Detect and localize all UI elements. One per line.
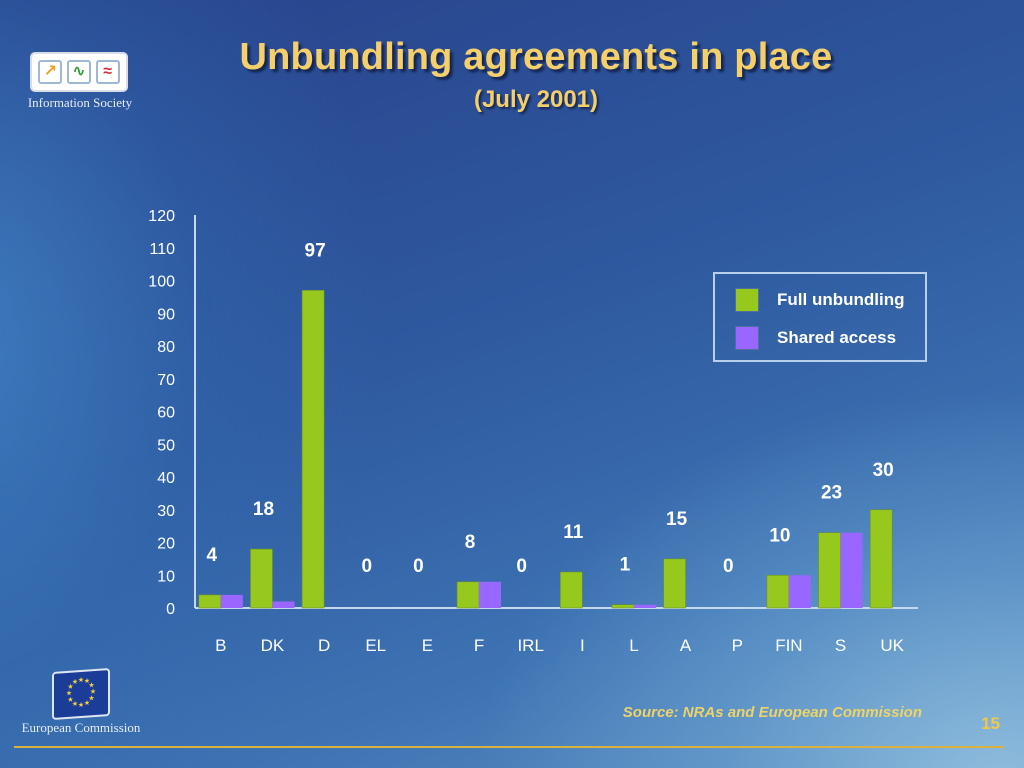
data-label: 18 (253, 499, 274, 520)
legend-swatch-full-unbundling (735, 288, 759, 312)
x-tick-label: I (580, 636, 585, 655)
svg-text:★: ★ (78, 676, 84, 684)
y-tick-label: 100 (148, 274, 175, 291)
bar-shared-access (220, 594, 243, 608)
european-commission-caption: European Commission (21, 720, 141, 735)
data-label: 0 (361, 556, 372, 577)
bar-full-unbundling (869, 509, 893, 609)
svg-text:★: ★ (90, 687, 96, 695)
bar-full-unbundling (301, 290, 325, 609)
bar-full-unbundling (818, 532, 841, 609)
information-society-logo-box: ↗ ∿ ≈ (30, 52, 128, 92)
bar-shared-access (479, 581, 502, 608)
x-tick-label: D (318, 636, 330, 655)
svg-text:★: ★ (84, 677, 90, 685)
data-label: 1 (620, 555, 631, 576)
x-tick-label: DK (261, 636, 285, 655)
bar-shared-access (840, 532, 863, 608)
y-tick-label: 90 (157, 306, 175, 323)
arrow-up-right-icon: ↗ (38, 60, 63, 84)
legend-item-full-unbundling: Full unbundling (735, 288, 904, 312)
wave-check-icon: ∿ (66, 60, 91, 84)
svg-text:★: ★ (72, 700, 78, 708)
data-label: 23 (821, 483, 842, 504)
x-tick-label: UK (880, 636, 904, 655)
bar-full-unbundling (611, 604, 635, 609)
x-tick-label: A (680, 636, 692, 655)
y-tick-label: 10 (157, 568, 175, 585)
y-tick-label: 80 (157, 339, 175, 356)
data-label: 11 (563, 522, 584, 543)
data-label: 0 (723, 556, 734, 577)
data-label: 30 (873, 460, 894, 481)
svg-text:★: ★ (72, 678, 78, 686)
y-tick-label: 40 (157, 470, 175, 487)
eu-flag-icon: ★ ★ ★ ★ ★ ★ ★ ★ ★ ★ ★ ★ (52, 667, 110, 721)
data-label: 8 (465, 532, 476, 553)
y-tick-label: 120 (148, 208, 175, 225)
x-tick-label: FIN (775, 636, 802, 655)
legend-label-shared-access: Shared access (777, 328, 897, 347)
legend-item-shared-access: Shared access (735, 326, 896, 350)
svg-text:★: ★ (67, 683, 73, 691)
data-label: 0 (516, 556, 527, 577)
information-society-logo: ↗ ∿ ≈ Information Society (14, 52, 146, 114)
bar-full-unbundling (560, 571, 583, 609)
x-tick-label: B (215, 636, 226, 655)
legend-swatch-shared-access (735, 326, 759, 350)
svg-text:★: ★ (78, 701, 84, 709)
x-tick-label: EL (365, 636, 386, 655)
information-society-caption: Information Society (27, 95, 133, 110)
footer-divider (14, 746, 1004, 748)
european-commission-logo: ★ ★ ★ ★ ★ ★ ★ ★ ★ ★ ★ ★ European Commission (14, 667, 148, 740)
chart-legend: Full unbundling Shared access (713, 272, 927, 362)
x-tick-label: P (732, 636, 743, 655)
slide-subtitle: (July 2001) (473, 86, 599, 113)
bar-full-unbundling (766, 574, 790, 609)
bar-shared-access (272, 601, 295, 608)
svg-text:★: ★ (88, 694, 94, 702)
bar-full-unbundling (198, 594, 222, 609)
bar-full-unbundling (663, 558, 686, 609)
legend-label-full-unbundling: Full unbundling (777, 290, 905, 309)
y-tick-label: 70 (157, 372, 175, 389)
bar-full-unbundling (456, 581, 480, 609)
y-tick-label: 0 (166, 601, 175, 618)
x-tick-label: F (474, 636, 484, 655)
x-tick-label: L (629, 636, 638, 655)
svg-text:★: ★ (67, 696, 73, 704)
data-label: 15 (666, 509, 688, 530)
slide-title: Unbundling agreements in place (239, 36, 833, 78)
page-number: 15 (981, 714, 1000, 733)
y-tick-label: 20 (157, 536, 175, 553)
data-label: 0 (413, 556, 424, 577)
y-tick-label: 110 (149, 241, 175, 258)
approx-equal-icon: ≈ (95, 60, 120, 84)
x-tick-label: S (835, 636, 846, 655)
bar-shared-access (788, 575, 811, 608)
bar-shared-access (633, 604, 656, 608)
svg-text:★: ★ (66, 689, 72, 697)
svg-text:★: ★ (88, 681, 94, 689)
svg-text:★: ★ (84, 699, 90, 707)
x-tick-label: IRL (517, 636, 543, 655)
x-tick-label: E (422, 636, 433, 655)
y-tick-label: 60 (157, 405, 175, 422)
source-note: Source: NRAs and European Commission (622, 704, 922, 721)
data-label: 4 (207, 545, 218, 566)
eu-stars-icon: ★ ★★ ★★★ ★★★ ★★★ (66, 676, 96, 709)
y-tick-label: 30 (157, 503, 175, 520)
data-label: 97 (305, 240, 326, 261)
y-tick-label: 50 (157, 437, 175, 454)
data-label: 10 (769, 525, 790, 546)
bar-full-unbundling (250, 548, 273, 609)
